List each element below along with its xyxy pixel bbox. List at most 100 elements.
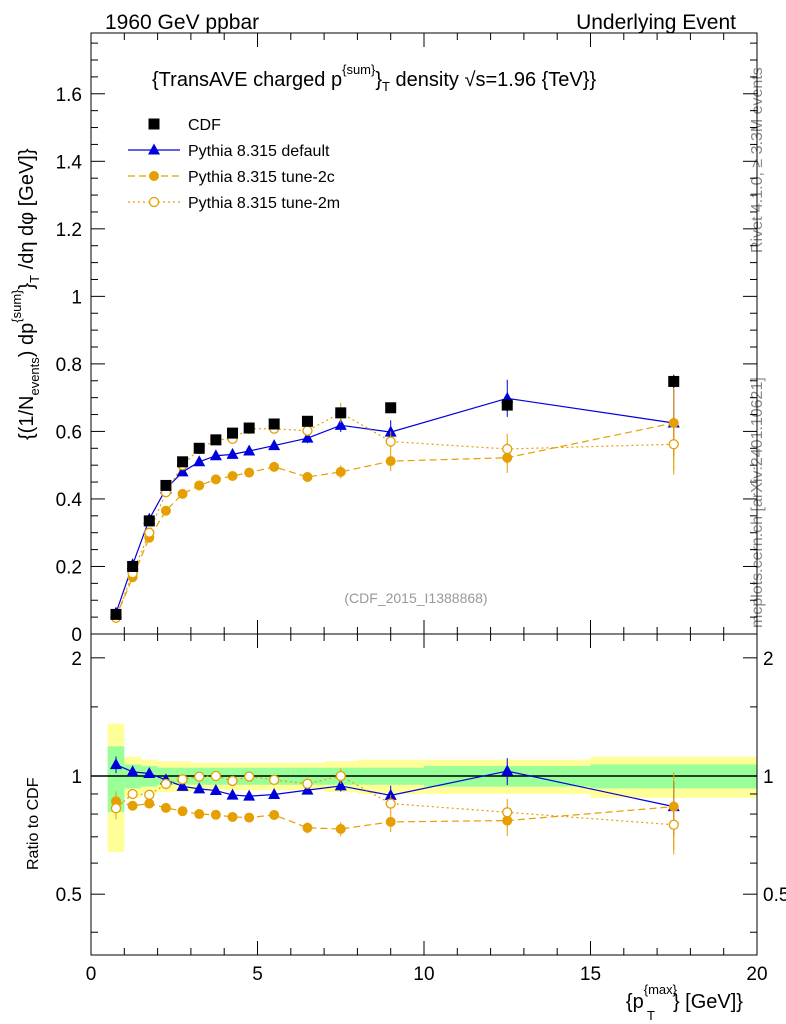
marker-cdf-3 [160, 479, 172, 491]
xlabel-d: } [GeV]} [673, 991, 743, 1013]
marker-pythia-8-315-default-9 [268, 439, 281, 451]
ratio-marker-pythia-8-315-default-2 [143, 766, 156, 778]
marker-pythia-8-315-tune-2c-5 [194, 480, 205, 491]
ratio-marker-pythia-8-315-tune-2m-13 [502, 807, 513, 818]
ylabel-g: /dη dφ [GeV]} [16, 148, 38, 275]
legend-label-pythia-8-315-tune-2c: Pythia 8.315 tune-2c [188, 169, 335, 186]
ylabel-b: events [27, 357, 42, 396]
marker-pythia-8-315-default-12 [384, 425, 397, 437]
marker-pythia-8-315-tune-2c-3 [160, 505, 171, 516]
ylabel-c: ) dp [16, 323, 38, 357]
y-tick-label-1: 0.2 [56, 557, 82, 578]
y-tick-label-3: 0.6 [56, 422, 82, 443]
ratio-marker-pythia-8-315-default-6 [209, 784, 222, 796]
ratio-marker-pythia-8-315-default-11 [334, 779, 347, 791]
marker-pythia-8-315-tune-2c-7 [227, 470, 238, 481]
ratio-marker-pythia-8-315-default-5 [193, 782, 206, 794]
ratio-y-tick-label-right-2: 2 [763, 649, 774, 670]
marker-cdf-5 [193, 442, 205, 454]
ratio-y-tick-label-left-0: 0.5 [56, 885, 82, 906]
xlabel-b: {max} [644, 982, 678, 997]
marker-pythia-8-315-default-7 [226, 447, 239, 459]
ratio-marker-pythia-8-315-tune-2m-8 [244, 771, 255, 782]
ratio-marker-pythia-8-315-tune-2m-0 [110, 803, 122, 814]
header-left-label: 1960 GeV ppbar [105, 11, 259, 34]
ratio-marker-pythia-8-315-tune-2c-9 [269, 809, 280, 820]
ratio-marker-pythia-8-315-tune-2m-4 [177, 774, 188, 785]
ratio-line-pythia-8-315-tune-2c [115, 800, 674, 830]
x-tick-label-5: 5 [252, 964, 263, 985]
ratio-marker-pythia-8-315-default-13 [501, 764, 514, 776]
y-tick-label-7: 1.4 [56, 152, 83, 173]
xlabel-c: T [647, 1008, 655, 1023]
marker-cdf-10 [301, 415, 313, 427]
ratio-marker-pythia-8-315-tune-2c-5 [194, 809, 205, 820]
marker-cdf-0 [110, 608, 122, 620]
ratio-marker-pythia-8-315-tune-2c-6 [210, 809, 221, 820]
ratio-marker-pythia-8-315-tune-2c-8 [244, 812, 255, 823]
ratio-marker-pythia-8-315-tune-2m-14 [668, 819, 679, 830]
analysis-id-label: (CDF_2015_I1388868) [344, 590, 487, 606]
marker-cdf-14 [668, 375, 680, 387]
marker-pythia-8-315-default-11 [334, 418, 347, 430]
plot-title: {TransAVE charged p{sum}}T density √s=1.… [152, 62, 596, 94]
marker-pythia-8-315-tune-2c-8 [244, 467, 255, 478]
ratio-marker-pythia-8-315-tune-2c-11 [335, 824, 346, 835]
ratio-marker-pythia-8-315-tune-2m-11 [335, 770, 346, 782]
ratio-panel-series [109, 756, 680, 855]
marker-cdf-7 [227, 427, 239, 439]
legend-label-cdf: CDF [188, 117, 221, 134]
axes: 0 5 10 15 20 0 0.2 0.4 0.6 0.8 1 1.2 1.4 1.6 0.5 0.5 1 1 2… [56, 32, 786, 985]
ratio-marker-pythia-8-315-tune-2c-10 [302, 822, 313, 833]
marker-pythia-8-315-tune-2m-10 [302, 425, 313, 436]
marker-cdf-4 [177, 456, 189, 468]
ratio-marker-pythia-8-315-default-4 [176, 779, 189, 791]
ratio-y-tick-label-left-1: 1 [71, 767, 82, 788]
x-tick-label-0: 0 [86, 964, 97, 985]
title-sup: {sum} [342, 62, 376, 77]
y-tick-label-2: 0.4 [56, 490, 83, 511]
marker-cdf-11 [335, 407, 347, 419]
marker-pythia-8-315-tune-2c-4 [177, 488, 188, 499]
marker-cdf-6 [210, 434, 222, 446]
marker-pythia-8-315-tune-2c-9 [269, 461, 280, 472]
ratio-marker-pythia-8-315-tune-2c-2 [144, 798, 155, 809]
marker-pythia-8-315-default-10 [301, 431, 314, 443]
ratio-marker-pythia-8-315-tune-2m-12 [385, 798, 396, 809]
title-sub2: T [382, 79, 390, 94]
ratio-marker-pythia-8-315-tune-2c-7 [227, 811, 238, 822]
ratio-marker-pythia-8-315-default-9 [268, 788, 281, 800]
marker-pythia-8-315-default-6 [209, 449, 222, 461]
ratio-marker-pythia-8-315-default-8 [243, 789, 256, 801]
marker-cdf-13 [501, 399, 513, 411]
ratio-marker-pythia-8-315-tune-2c-3 [160, 802, 171, 813]
title-pre: {TransAVE charged p [152, 69, 342, 91]
marker-pythia-8-315-tune-2m-13 [502, 443, 513, 455]
ratio-marker-pythia-8-315-default-0 [109, 758, 122, 770]
y-tick-label-6: 1.2 [56, 220, 82, 241]
xlabel-a: {p [626, 991, 644, 1013]
ratio-marker-pythia-8-315-default-7 [226, 788, 239, 800]
x-axis-label: {p{max} T } [GeV]} [626, 982, 743, 1023]
title-sub: } [375, 69, 382, 91]
ylabel-f: T [27, 275, 42, 283]
x-tick-label-15: 15 [580, 964, 601, 985]
ratio-marker-pythia-8-315-tune-2m-3 [160, 778, 172, 790]
ylabel-e: } [16, 283, 38, 290]
ratio-marker-pythia-8-315-tune-2m-5 [194, 771, 205, 782]
main-panel-series [109, 374, 680, 623]
marker-cdf-12 [385, 402, 397, 414]
ratio-marker-pythia-8-315-tune-2m-6 [210, 770, 222, 782]
ratio-marker-pythia-8-315-tune-2c-4 [177, 806, 188, 817]
ratio-marker-pythia-8-315-tune-2m-9 [268, 774, 280, 786]
legend-marker-cdf [148, 118, 160, 130]
x-tick-label-20: 20 [746, 964, 767, 985]
ratio-marker-pythia-8-315-tune-2m-2 [144, 789, 155, 800]
y-tick-label-5: 1 [71, 287, 82, 308]
marker-cdf-9 [268, 418, 280, 430]
marker-cdf-8 [243, 422, 255, 434]
header-right-label: Underlying Event [576, 11, 736, 34]
marker-cdf-1 [127, 560, 139, 572]
ylabel-a: {(1/N [16, 396, 38, 440]
